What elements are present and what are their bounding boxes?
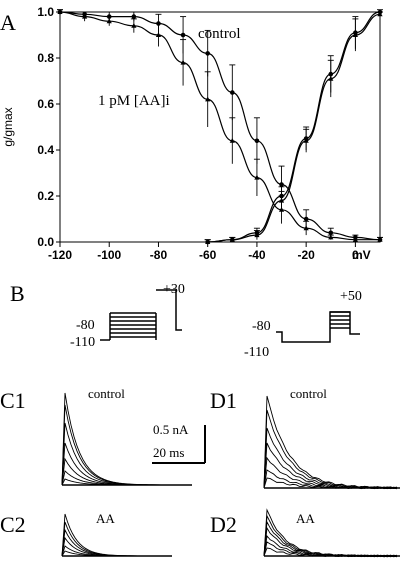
- panel-label-b: B: [10, 281, 25, 306]
- trace-c2-label: AA: [96, 511, 115, 526]
- data-point: [106, 18, 112, 24]
- fit-curve-0: [59, 11, 381, 241]
- current-trace: [263, 520, 398, 558]
- current-trace: [263, 514, 398, 558]
- x-tick-label: -80: [150, 248, 168, 262]
- panel-label-d1: D1: [210, 388, 237, 413]
- data-point: [254, 232, 260, 238]
- axis-ticks: -120 -100 -80 -60 -40 -20 0 0.0 0.2 0.4 0.6 0.8 1.0: [37, 5, 359, 262]
- protocol-left-low-label: -110: [70, 335, 95, 350]
- data-point: [254, 174, 260, 180]
- data-point: [279, 182, 284, 187]
- data-point: [352, 236, 358, 242]
- traces-c2: [61, 513, 172, 557]
- panel-label-c2: C2: [0, 512, 26, 537]
- fit-curve-2: [207, 11, 381, 243]
- protocol-left-test: [156, 289, 182, 331]
- x-tick-label: -120: [48, 248, 72, 262]
- trace-c1-label: control: [88, 386, 125, 401]
- data-point: [229, 138, 235, 143]
- y-tick-label: 0.4: [37, 143, 54, 157]
- data-point: [131, 14, 137, 19]
- x-tick-label: -100: [97, 248, 121, 262]
- x-tick-label: -20: [297, 248, 315, 262]
- y-tick-label: 1.0: [37, 5, 54, 19]
- protocol-left-hold-label: -80: [76, 318, 95, 333]
- data-point: [155, 32, 162, 37]
- scale-bar-time-label: 20 ms: [153, 445, 184, 460]
- traces-c1: [61, 392, 192, 486]
- data-points: [57, 9, 383, 245]
- current-trace: [263, 442, 398, 490]
- data-point: [205, 51, 210, 56]
- scale-bar-current-label: 0.5 nA: [153, 422, 189, 437]
- data-point: [352, 32, 358, 37]
- panel-label-c1: C1: [0, 388, 26, 413]
- data-point: [303, 225, 309, 231]
- y-tick-label: 0.6: [37, 97, 54, 111]
- y-tick-label: 0.0: [37, 235, 54, 249]
- annotation-aa: 1 pM [AA]i: [98, 93, 170, 109]
- protocol-left-edges: [109, 313, 157, 340]
- protocol-right-step-label: +50: [340, 289, 362, 304]
- trace-d1-label: control: [290, 386, 327, 401]
- data-point: [57, 9, 63, 14]
- scale-bar: 0.5 nA 20 ms: [152, 422, 206, 464]
- current-trace: [61, 521, 166, 557]
- data-point: [205, 239, 211, 244]
- fit-curve-3: [207, 13, 381, 243]
- data-point: [377, 11, 383, 17]
- traces-d2: [263, 508, 400, 558]
- data-point: [377, 236, 383, 242]
- protocol-right-hold-label: -80: [252, 319, 271, 334]
- data-point: [328, 75, 334, 81]
- panel-label-a: A: [0, 10, 16, 35]
- panel-a-chart: -120 -100 -80 -60 -40 -20 00.00.20.40.60.81.0 …: [1, 5, 383, 262]
- protocol-right-waveform: [276, 311, 360, 343]
- protocol-left-waveform: [100, 289, 182, 341]
- data-point: [328, 234, 334, 240]
- data-point: [230, 90, 235, 95]
- current-trace: [263, 409, 398, 489]
- x-tick-label: 0: [352, 248, 359, 262]
- data-point: [303, 216, 309, 222]
- x-axis-label: mV: [352, 248, 371, 262]
- plot-frame: [59, 11, 381, 243]
- protocol-right: +50 -80 -110: [244, 289, 362, 360]
- fit-curve-1: [59, 11, 380, 241]
- data-point: [205, 96, 211, 102]
- data-point: [180, 59, 186, 65]
- annotation-control: control: [198, 26, 241, 42]
- panel-label-d2: D2: [210, 512, 237, 537]
- data-point: [254, 138, 260, 144]
- y-axis-label: g/gmax: [1, 107, 15, 146]
- protocol-left: +30 -80 -110: [70, 282, 185, 350]
- x-tick-label: -60: [199, 248, 217, 262]
- traces-d1: [263, 395, 400, 490]
- y-tick-label: 0.8: [37, 51, 54, 65]
- data-point: [303, 138, 309, 143]
- data-point: [180, 32, 186, 38]
- data-point: [278, 197, 285, 203]
- data-point: [328, 230, 334, 236]
- protocol-right-base: [276, 311, 360, 343]
- protocol-right-low-label: -110: [244, 345, 269, 360]
- data-point: [82, 13, 88, 19]
- current-trace: [263, 427, 398, 489]
- y-tick-label: 0.2: [37, 189, 54, 203]
- current-trace: [263, 534, 398, 558]
- data-point: [131, 23, 137, 28]
- trace-d2-label: AA: [296, 511, 315, 526]
- current-trace: [263, 395, 398, 489]
- x-tick-label: -40: [248, 248, 266, 262]
- fit-curves: [59, 11, 381, 243]
- data-point: [229, 236, 235, 242]
